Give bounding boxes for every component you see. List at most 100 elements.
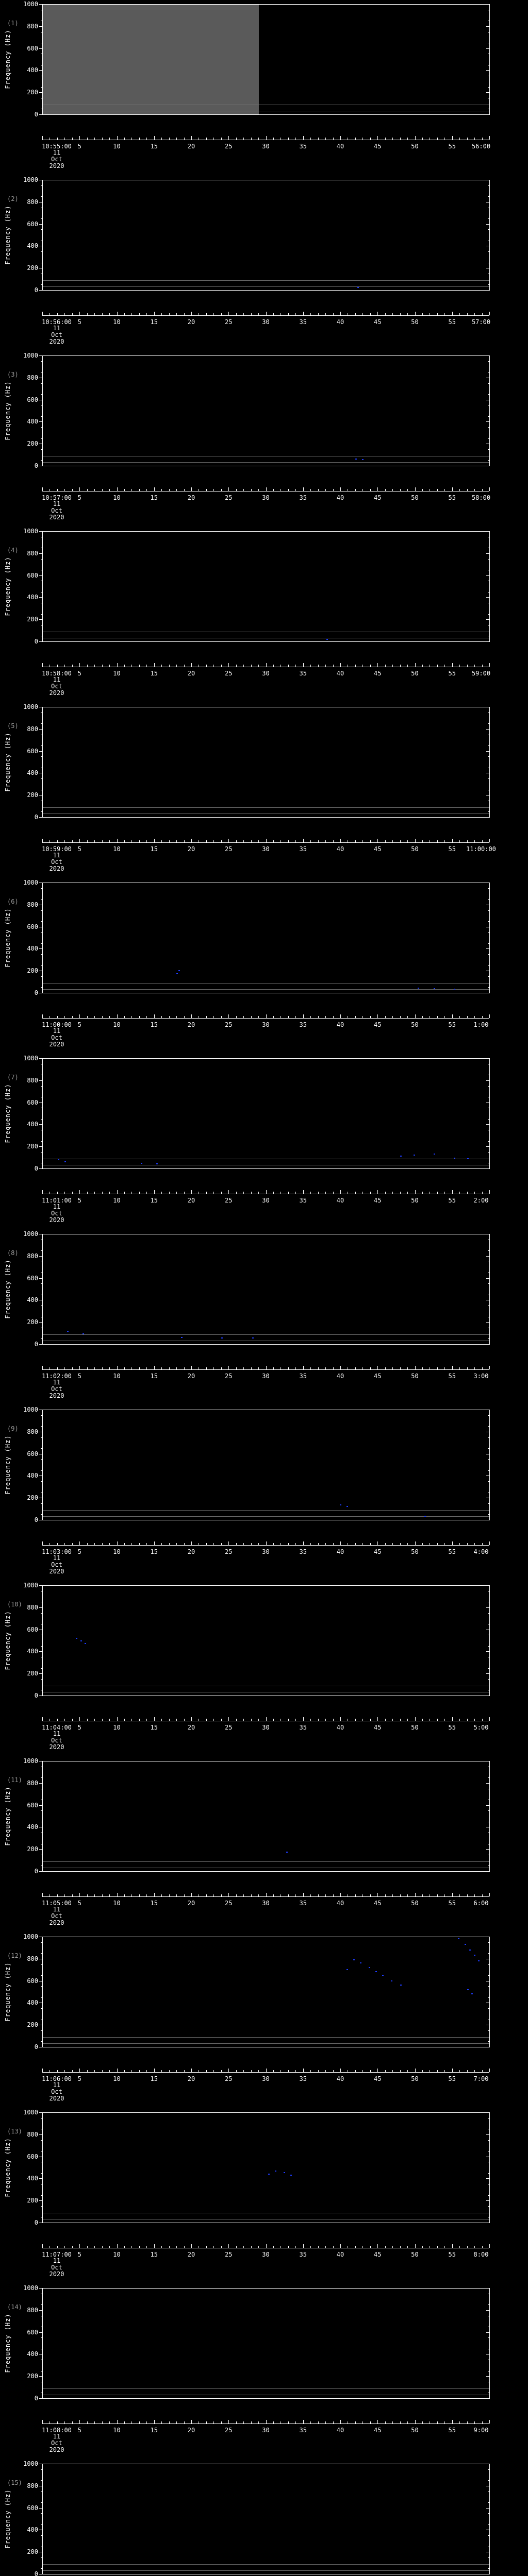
x-tick-minor bbox=[318, 138, 319, 140]
x-tick-minor bbox=[206, 2246, 207, 2248]
y-tick-minor-right bbox=[488, 1426, 490, 1427]
x-tick-minor bbox=[251, 2421, 252, 2424]
y-tick-minor bbox=[41, 2030, 43, 2031]
x-tick-minor bbox=[370, 1367, 371, 1369]
y-tick-minor-right bbox=[488, 1503, 490, 1504]
x-tick-minor bbox=[72, 1543, 73, 1545]
plot-area bbox=[42, 2288, 489, 2398]
x-tick-major bbox=[415, 663, 416, 667]
x-tick-minor bbox=[444, 1543, 446, 1545]
spectrogram-panel: (10) Frequency (Hz) 1000 800 600 400 200 0 11:04… bbox=[0, 1581, 528, 1757]
x-tick-major bbox=[228, 1717, 229, 1721]
x-tick-minor bbox=[474, 313, 475, 315]
x-tick-minor bbox=[243, 313, 244, 315]
x-tick-label: 50 bbox=[411, 494, 419, 501]
y-tick-label: 0 bbox=[34, 2043, 38, 2050]
y-tick-major-right bbox=[486, 421, 490, 422]
y-tick-major bbox=[39, 290, 43, 291]
x-tick-minor bbox=[318, 313, 319, 315]
x-tick-label: 50 bbox=[411, 143, 419, 150]
y-tick-minor-right bbox=[488, 2173, 490, 2174]
x-tick-minor bbox=[280, 489, 282, 491]
x-tick-minor bbox=[161, 1719, 162, 1721]
x-tick-minor bbox=[422, 313, 423, 315]
x-tick-major bbox=[415, 1366, 416, 1369]
x-tick-minor bbox=[325, 1543, 326, 1545]
x-tick-label: 40 bbox=[336, 2075, 344, 2082]
x-tick-minor bbox=[251, 1719, 252, 1721]
x-tick-major bbox=[154, 1366, 155, 1369]
date-line: 11 bbox=[53, 2257, 61, 2264]
x-tick-minor bbox=[102, 313, 103, 315]
date-line: 11 bbox=[53, 1730, 61, 1737]
y-tick-minor bbox=[41, 394, 43, 395]
x-tick-major bbox=[42, 1014, 43, 1018]
x-tick-minor bbox=[370, 1192, 371, 1194]
x-tick-minor bbox=[184, 1719, 185, 1721]
x-tick-major bbox=[377, 2244, 378, 2248]
x-tick-label: 50 bbox=[411, 2251, 419, 2258]
x-tick-major bbox=[191, 839, 192, 842]
x-tick-minor bbox=[102, 2246, 103, 2248]
x-tick-major bbox=[340, 487, 341, 491]
x-tick-minor bbox=[355, 1192, 356, 1194]
date-line: 2020 bbox=[49, 338, 64, 345]
y-tick-major-right bbox=[486, 1278, 490, 1279]
x-tick-minor bbox=[325, 840, 326, 842]
y-tick-minor-right bbox=[488, 427, 490, 428]
x-tick-minor bbox=[407, 489, 408, 491]
panel-id-label: (5) bbox=[7, 722, 19, 730]
x-tick-major bbox=[489, 1190, 490, 1194]
spectrogram-panel: (7) Frequency (Hz) 1000 800 600 400 200 0 11:01:… bbox=[0, 1054, 528, 1230]
y-tick-minor bbox=[41, 438, 43, 439]
y-tick-minor bbox=[41, 1668, 43, 1669]
plot-frame-left bbox=[42, 2112, 43, 2223]
x-tick-minor bbox=[459, 138, 460, 140]
x-tick-minor bbox=[236, 489, 237, 491]
y-tick-minor-right bbox=[488, 2513, 490, 2514]
x-tick-minor bbox=[355, 840, 356, 842]
x-tick-label: 35 bbox=[299, 1900, 307, 1907]
y-tick-major-right bbox=[486, 2310, 490, 2311]
x-tick-minor bbox=[258, 1894, 259, 1896]
x-tick-minor bbox=[295, 1192, 296, 1194]
x-tick-label: 45 bbox=[374, 845, 382, 853]
x-tick-major bbox=[42, 839, 43, 842]
y-axis-title-text: Frequency (Hz) bbox=[4, 1611, 11, 1670]
x-tick-minor bbox=[139, 2070, 140, 2072]
x-tick-label: 20 bbox=[187, 845, 195, 853]
y-tick-label: 400 bbox=[27, 2350, 38, 2358]
x-tick-minor bbox=[72, 1719, 73, 1721]
x-tick-minor bbox=[422, 489, 423, 491]
x-tick-minor bbox=[124, 1367, 125, 1369]
x-tick-minor bbox=[355, 313, 356, 315]
x-axis-line bbox=[42, 315, 489, 316]
x-tick-major bbox=[303, 2420, 304, 2424]
x-tick-label: 10 bbox=[113, 2251, 121, 2258]
y-tick-label: 800 bbox=[27, 1955, 38, 1962]
x-tick-minor bbox=[102, 1543, 103, 1545]
x-tick-minor bbox=[422, 2070, 423, 2072]
x-tick-minor bbox=[407, 1894, 408, 1896]
x-tick-minor bbox=[146, 1016, 147, 1018]
x-tick-major bbox=[489, 663, 490, 667]
x-tick-minor bbox=[176, 1719, 177, 1721]
y-tick-major-right bbox=[486, 1146, 490, 1147]
x-tick-minor bbox=[444, 1894, 446, 1896]
data-point bbox=[469, 1949, 471, 1951]
y-tick-minor bbox=[41, 976, 43, 977]
x-tick-major bbox=[154, 663, 155, 667]
x-tick-label: 15 bbox=[150, 143, 158, 150]
x-tick-minor bbox=[206, 1894, 207, 1896]
y-tick-minor bbox=[41, 2195, 43, 2196]
x-tick-minor bbox=[325, 2070, 326, 2072]
x-tick-major bbox=[79, 839, 80, 842]
x-tick-minor bbox=[139, 1543, 140, 1545]
y-tick-major-right bbox=[486, 948, 490, 950]
x-tick-minor bbox=[236, 1543, 237, 1545]
x-tick-major bbox=[79, 2244, 80, 2248]
x-tick-major bbox=[377, 1014, 378, 1018]
plot-frame-right bbox=[489, 707, 490, 817]
y-tick-minor bbox=[41, 185, 43, 186]
x-tick-major bbox=[42, 1717, 43, 1721]
